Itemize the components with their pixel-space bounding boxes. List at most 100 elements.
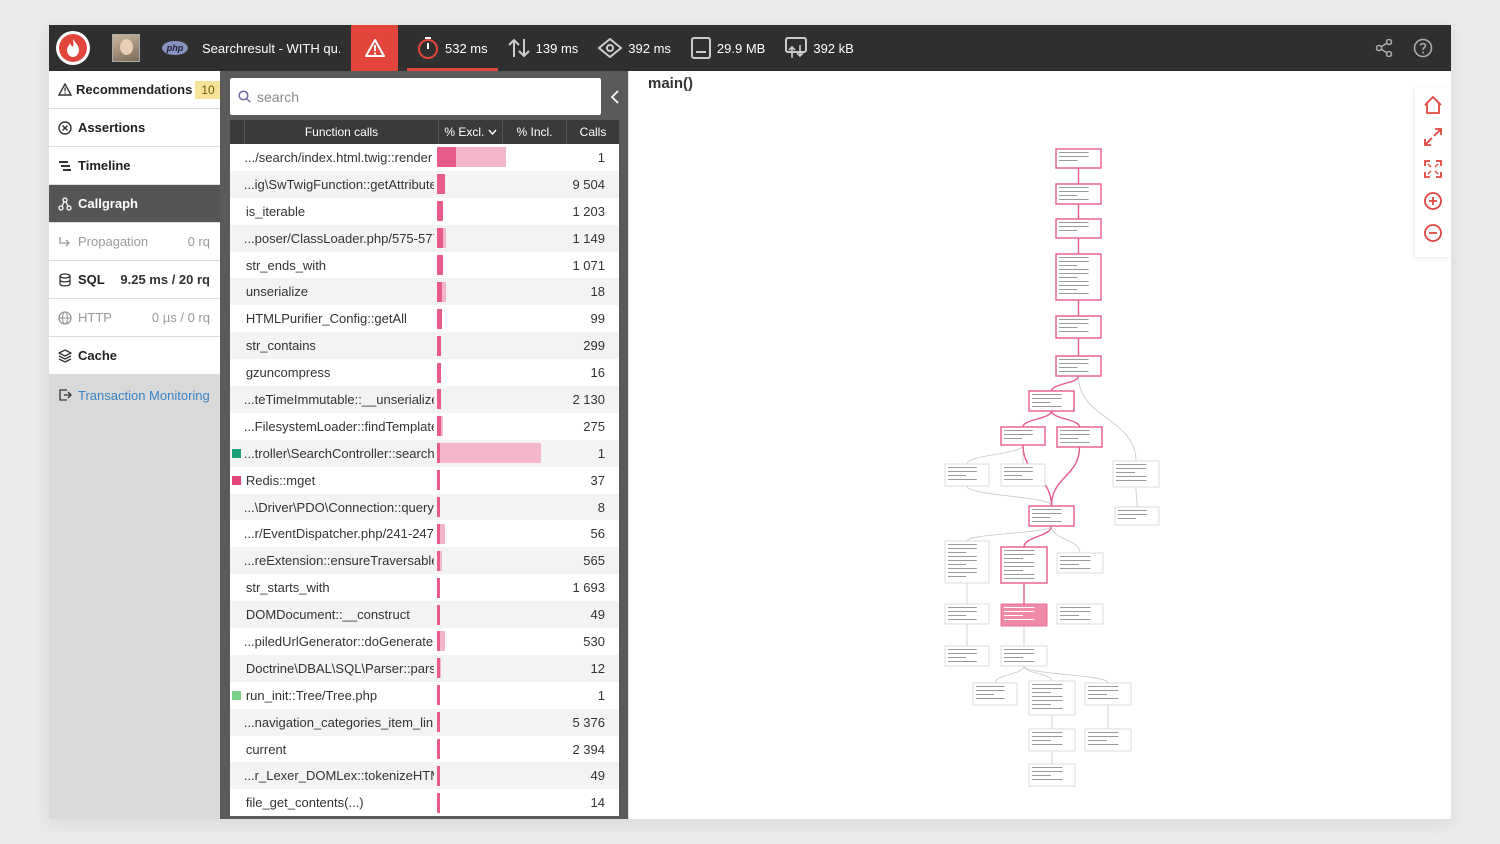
graph-node[interactable]	[1056, 426, 1103, 448]
table-row[interactable]: Redis::mget 37	[230, 466, 619, 494]
graph-node[interactable]	[1055, 148, 1102, 169]
graph-node[interactable]	[972, 682, 1018, 706]
warning-icon	[364, 39, 385, 57]
graph-node[interactable]	[1056, 603, 1104, 625]
table-row[interactable]: ...poser/ClassLoader.php/575-577 1 149	[230, 224, 619, 252]
table-row[interactable]: file_get_contents(...) 14	[230, 789, 619, 817]
header-excl[interactable]: % Excl.	[438, 120, 502, 144]
callgraph-canvas[interactable]	[629, 71, 1451, 819]
table-row[interactable]: Doctrine\DBAL\SQL\Parser::parse 12	[230, 654, 619, 682]
nav-assertions[interactable]: Assertions	[49, 109, 220, 147]
table-row[interactable]: current 2 394	[230, 735, 619, 763]
zoom-out-icon[interactable]	[1423, 223, 1443, 243]
nav-cache[interactable]: Cache	[49, 337, 220, 375]
nav-callgraph[interactable]: Callgraph	[49, 185, 220, 223]
graph-node[interactable]	[1028, 680, 1076, 716]
nav-timeline-label: Timeline	[78, 158, 131, 173]
table-row[interactable]: unserialize 18	[230, 278, 619, 306]
graph-node[interactable]	[944, 540, 990, 584]
table-row[interactable]: ...reExtension::ensureTraversable 565	[230, 547, 619, 575]
nav-sql[interactable]: SQL 9.25 ms / 20 rq	[49, 261, 220, 299]
fit-screen-icon[interactable]	[1423, 159, 1443, 179]
help-icon[interactable]	[1413, 38, 1433, 58]
table-row[interactable]: ...navigation_categories_item_link 5 376	[230, 708, 619, 736]
table-row[interactable]: run_init::Tree/Tree.php 1	[230, 681, 619, 709]
zoom-in-icon[interactable]	[1423, 191, 1443, 211]
table-row[interactable]: gzuncompress 16	[230, 359, 619, 387]
cost-bars	[437, 765, 560, 786]
blackfire-logo[interactable]	[56, 31, 90, 65]
table-row[interactable]: .../search/index.html.twig::render 1	[230, 144, 619, 171]
graph-node[interactable]	[1028, 728, 1076, 752]
nav-transaction-monitoring[interactable]: Transaction Monitoring	[49, 376, 220, 414]
table-row[interactable]: ...\Driver\PDO\Connection::query 8	[230, 493, 619, 521]
io-time-metric[interactable]: 139 ms	[498, 25, 589, 71]
graph-node[interactable]	[1056, 552, 1104, 574]
graph-node[interactable]	[1000, 426, 1046, 446]
table-row[interactable]: ...teTimeImmutable::__unserialize 2 130	[230, 386, 619, 413]
graph-node[interactable]	[1028, 505, 1075, 527]
network-metric[interactable]: 392 kB	[775, 25, 863, 71]
recommendations-count-badge: 10	[195, 80, 221, 99]
graph-node[interactable]	[1000, 463, 1046, 487]
graph-node[interactable]	[1028, 763, 1076, 787]
table-row[interactable]: DOMDocument::__construct 49	[230, 601, 619, 629]
graph-node[interactable]	[944, 603, 990, 625]
io-time-value: 139 ms	[535, 40, 579, 56]
header-incl[interactable]: % Incl.	[502, 120, 566, 144]
user-avatar[interactable]	[112, 34, 140, 62]
cpu-time-metric[interactable]: 392 ms	[588, 25, 681, 71]
graph-node[interactable]	[1055, 253, 1102, 301]
table-row[interactable]: ...piledUrlGenerator::doGenerate 530	[230, 628, 619, 655]
row-marker	[232, 529, 241, 538]
wall-time-metric[interactable]: 532 ms	[407, 25, 498, 71]
header-function-calls[interactable]: Function calls	[244, 120, 438, 144]
graph-node[interactable]	[1055, 315, 1102, 339]
table-row[interactable]: ...troller\SearchController::search 1	[230, 439, 619, 467]
table-row[interactable]: str_contains 299	[230, 332, 619, 360]
inclusive-bar	[440, 416, 444, 437]
graph-node[interactable]	[1000, 603, 1048, 627]
layers-icon	[58, 348, 74, 363]
warning-button[interactable]	[351, 25, 398, 71]
graph-node[interactable]	[1000, 645, 1048, 667]
inclusive-bar	[440, 658, 441, 679]
graph-node[interactable]	[944, 645, 990, 667]
graph-node[interactable]	[1055, 355, 1102, 377]
graph-node[interactable]	[1000, 546, 1048, 584]
memory-metric[interactable]: 29.9 MB	[681, 25, 775, 71]
graph-node[interactable]	[1055, 183, 1102, 205]
function-name: ...r_Lexer_DOMLex::tokenizeHTML	[243, 768, 435, 784]
table-row[interactable]: ...r/EventDispatcher.php/241-247 56	[230, 520, 619, 548]
expand-icon[interactable]	[1423, 127, 1443, 147]
table-row[interactable]: HTMLPurifier_Config::getAll 99	[230, 305, 619, 333]
table-row[interactable]: ...FilesystemLoader::findTemplate 275	[230, 412, 619, 440]
search-input[interactable]	[257, 88, 577, 105]
row-marker	[232, 153, 241, 162]
table-row[interactable]: ...ig\SwTwigFunction::getAttribute 9 504	[230, 170, 619, 198]
table-row[interactable]: ...r_Lexer_DOMLex::tokenizeHTML 49	[230, 762, 619, 790]
table-row[interactable]: str_starts_with 1 693	[230, 574, 619, 602]
nav-recommendations[interactable]: Recommendations 10	[49, 71, 221, 109]
row-marker	[232, 664, 241, 673]
graph-node[interactable]	[1114, 506, 1160, 526]
graph-node[interactable]	[1084, 682, 1132, 706]
table-row[interactable]: str_ends_with 1 071	[230, 251, 619, 279]
callgraph-view[interactable]: main()	[628, 71, 1451, 819]
nav-http[interactable]: HTTP 0 µs / 0 rq	[49, 299, 220, 337]
graph-node[interactable]	[1055, 218, 1102, 239]
nav-timeline[interactable]: Timeline	[49, 147, 220, 185]
graph-node[interactable]	[1112, 460, 1160, 488]
nav-propagation[interactable]: Propagation 0 rq	[49, 223, 220, 261]
graph-node[interactable]	[944, 463, 990, 487]
profile-title[interactable]: Searchresult - WITH qu...	[202, 40, 340, 56]
function-name: run_init::Tree/Tree.php	[245, 687, 378, 703]
cost-bars	[437, 631, 560, 652]
home-icon[interactable]	[1423, 95, 1443, 115]
share-icon[interactable]	[1375, 39, 1393, 57]
graph-node[interactable]	[1084, 728, 1132, 752]
header-calls[interactable]: Calls	[566, 120, 619, 144]
table-row[interactable]: is_iterable 1 203	[230, 197, 619, 225]
collapse-panel-button[interactable]	[608, 87, 622, 107]
graph-node[interactable]	[1028, 390, 1075, 412]
